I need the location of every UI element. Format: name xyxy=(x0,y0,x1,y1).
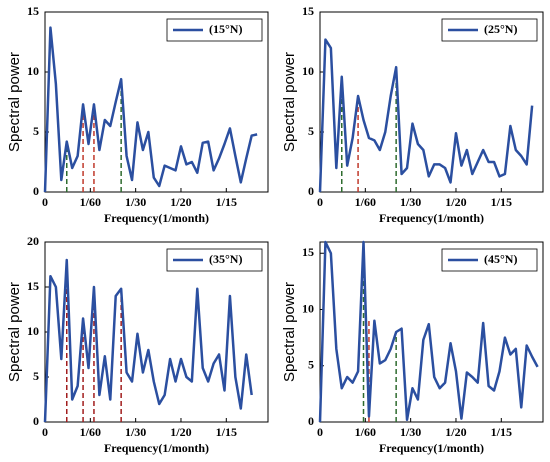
x-tick-label: 1/30 xyxy=(125,195,146,209)
y-tick-label: 5 xyxy=(33,124,39,138)
x-tick-label: 0 xyxy=(42,425,48,439)
x-tick-label: 0 xyxy=(317,425,323,439)
y-tick-label: 10 xyxy=(302,64,314,78)
subplot: 0 5 10 15 0 1/60 1/30 1/20 1/15 Frequency(1/month… xyxy=(281,4,544,225)
data-line xyxy=(318,240,539,423)
subplot: 0 5 10 15 20 0 1/60 1/30 1/20 1/15 Frequency(1/mon… xyxy=(6,234,269,455)
plot-frame xyxy=(319,241,544,423)
y-axis-label: Spectral power xyxy=(6,52,23,152)
legend-box xyxy=(166,18,263,42)
x-tick-label: 1/30 xyxy=(400,425,421,439)
plot-frame xyxy=(44,11,269,193)
y-tick-label: 5 xyxy=(33,369,39,383)
legend-box xyxy=(441,248,538,272)
x-tick-label: 1/20 xyxy=(170,425,191,439)
x-tick-label: 1/60 xyxy=(80,195,101,209)
y-tick-label: 15 xyxy=(27,4,39,18)
subplot: 0 5 10 15 0 1/60 1/30 1/20 1/15 Frequency(1/month… xyxy=(281,240,544,455)
legend-label: (35°N) xyxy=(209,252,242,266)
x-tick-label: 1/15 xyxy=(491,195,512,209)
x-tick-label: 1/60 xyxy=(355,195,376,209)
x-tick-label: 0 xyxy=(42,195,48,209)
data-line xyxy=(43,26,258,193)
y-tick-label: 10 xyxy=(27,64,39,78)
legend-box xyxy=(441,18,538,42)
x-axis-label: Frequency(1/month) xyxy=(104,441,209,455)
x-tick-label: 1/15 xyxy=(491,425,512,439)
x-tick-label: 1/60 xyxy=(355,425,376,439)
y-tick-label: 15 xyxy=(302,4,314,18)
x-tick-label: 0 xyxy=(317,195,323,209)
x-tick-label: 1/20 xyxy=(445,425,466,439)
legend-label: (15°N) xyxy=(209,22,242,36)
y-axis-label: Spectral power xyxy=(281,52,298,152)
x-axis-label: Frequency(1/month) xyxy=(104,211,209,225)
subplot: 0 5 10 15 0 1/60 1/30 1/20 1/15 Frequency(1/month… xyxy=(6,4,269,225)
x-tick-label: 1/30 xyxy=(400,195,421,209)
legend-label: (25°N) xyxy=(484,22,517,36)
y-tick-label: 0 xyxy=(308,414,314,428)
y-tick-label: 20 xyxy=(27,234,39,248)
y-axis-label: Spectral power xyxy=(281,282,298,382)
y-tick-label: 10 xyxy=(27,324,39,338)
legend-label: (45°N) xyxy=(484,252,517,266)
x-tick-label: 1/15 xyxy=(216,425,237,439)
y-axis-label: Spectral power xyxy=(6,282,23,382)
x-axis-label: Frequency(1/month) xyxy=(379,441,484,455)
x-axis-label: Frequency(1/month) xyxy=(379,211,484,225)
y-tick-label: 0 xyxy=(33,414,39,428)
y-tick-label: 5 xyxy=(308,358,314,372)
x-tick-label: 1/15 xyxy=(216,195,237,209)
data-line xyxy=(43,258,253,423)
y-tick-label: 5 xyxy=(308,124,314,138)
data-line xyxy=(318,38,534,193)
y-tick-label: 10 xyxy=(302,301,314,315)
legend-box xyxy=(166,248,263,272)
y-tick-label: 0 xyxy=(33,184,39,198)
y-tick-label: 0 xyxy=(308,184,314,198)
x-tick-label: 1/30 xyxy=(125,425,146,439)
y-tick-label: 15 xyxy=(27,279,39,293)
y-tick-label: 15 xyxy=(302,245,314,259)
x-tick-label: 1/60 xyxy=(80,425,101,439)
plot-frame xyxy=(319,11,544,193)
x-tick-label: 1/20 xyxy=(170,195,191,209)
x-tick-label: 1/20 xyxy=(445,195,466,209)
